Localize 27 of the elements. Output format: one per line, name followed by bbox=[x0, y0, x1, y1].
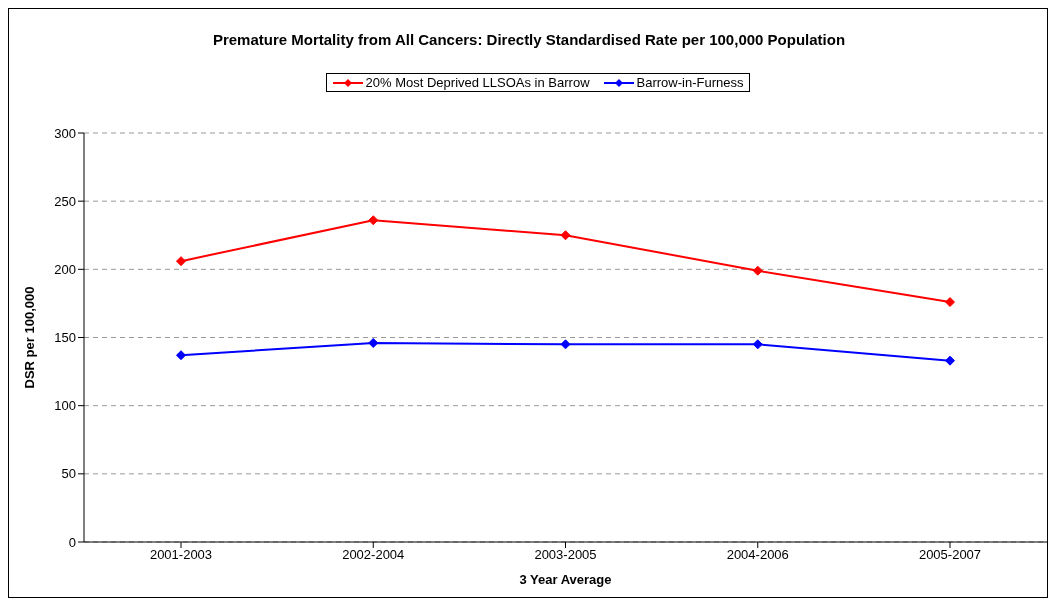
chart-title: Premature Mortality from All Cancers: Directly Standardised Rate per 100,000 Population bbox=[211, 31, 847, 48]
x-axis-title: 3 Year Average bbox=[519, 572, 612, 587]
x-tick-label: 2003-2005 bbox=[534, 547, 597, 563]
legend-label: Barrow-in-Furness bbox=[636, 75, 744, 90]
y-tick-label: 300 bbox=[54, 125, 76, 141]
x-tick-label: 2001-2003 bbox=[149, 547, 213, 563]
point bbox=[368, 337, 379, 348]
point bbox=[752, 265, 763, 276]
point bbox=[560, 230, 571, 241]
legend-label: 20% Most Deprived LLSOAs in Barrow bbox=[365, 75, 590, 90]
y-tick-label: 0 bbox=[68, 534, 76, 550]
point bbox=[560, 339, 571, 350]
point bbox=[945, 297, 955, 308]
x-tick-label: 2004-2006 bbox=[726, 547, 789, 563]
y-tick-label: 100 bbox=[54, 398, 76, 414]
y-axis-title: DSR per 100,000 bbox=[21, 286, 37, 389]
y-tick-label: 50 bbox=[61, 466, 76, 482]
y-tick-label: 150 bbox=[54, 330, 76, 346]
point bbox=[176, 256, 186, 267]
point bbox=[176, 350, 186, 361]
x-tick-label: 2005-2007 bbox=[918, 547, 982, 563]
point bbox=[368, 215, 379, 226]
y-tick-label: 200 bbox=[54, 261, 76, 277]
x-tick-label: 2002-2004 bbox=[342, 547, 405, 563]
point bbox=[945, 355, 955, 366]
y-tick-label: 250 bbox=[54, 193, 76, 209]
point bbox=[752, 339, 763, 350]
